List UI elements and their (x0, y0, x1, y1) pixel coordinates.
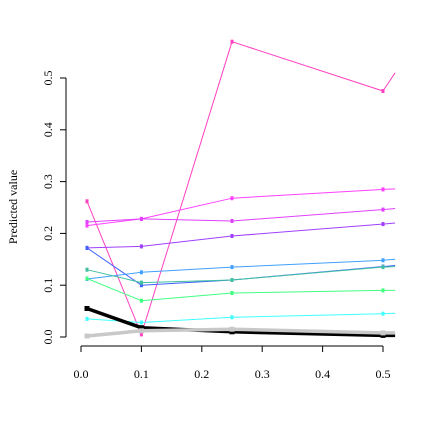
series-0-point-0 (85, 199, 89, 204)
series-0-point-1 (139, 332, 143, 337)
x-tick-label: 0.0 (74, 367, 89, 381)
series-1-point-3 (381, 187, 385, 192)
series-9-point-1 (138, 325, 144, 331)
series-6-point-2 (230, 278, 234, 282)
y-tick-label: 0.2 (41, 226, 55, 241)
y-axis-title: Predicted value (6, 170, 20, 244)
y-tick-label: 0.3 (41, 174, 55, 189)
series-6-point-0 (85, 267, 89, 272)
series-2-point-3 (381, 207, 385, 212)
series-6-point-1 (139, 280, 143, 285)
series-5-point-2 (230, 265, 234, 270)
x-axis: 0.0 0.1 0.2 0.3 0.4 0.5 (74, 345, 391, 381)
series-8-point-2 (230, 315, 234, 320)
series-8-point-0 (85, 316, 89, 321)
series-9-point-2 (229, 329, 235, 335)
series-10-point-0 (84, 333, 90, 339)
series-4-point-1 (139, 283, 143, 288)
x-tick-label: 0.3 (255, 367, 270, 381)
chart-marks (84, 39, 396, 339)
series-7-point-0 (85, 276, 89, 281)
series-8-point-3 (381, 311, 385, 316)
series-3-point-2 (230, 234, 234, 238)
series-4-point-0 (85, 245, 89, 250)
series-line-3 (86, 222, 396, 249)
y-tick-label: 0.0 (41, 330, 55, 345)
series-5-point-3 (381, 258, 385, 263)
y-tick-label: 0.4 (41, 122, 55, 137)
series-3-point-1 (139, 244, 143, 249)
series-2-point-0 (85, 220, 89, 224)
series-2-point-1 (139, 216, 143, 221)
x-tick-label: 0.2 (194, 367, 209, 381)
series-line-6 (86, 266, 396, 284)
series-7-point-2 (230, 291, 234, 295)
series-7-point-1 (139, 298, 143, 303)
series-0-point-2 (230, 39, 234, 44)
series-0-point-3 (381, 89, 385, 93)
x-tick-label: 0.5 (376, 367, 391, 381)
series-7-point-3 (381, 288, 385, 293)
y-tick-label: 0.1 (41, 278, 55, 293)
series-10-point-2 (229, 326, 235, 332)
series-10-point-1 (138, 328, 144, 334)
series-3-point-3 (381, 222, 385, 227)
series-5-point-1 (139, 270, 143, 275)
y-axis: 0.0 0.1 0.2 0.3 0.4 0.5 (41, 71, 67, 345)
series-10-point-3 (380, 330, 386, 336)
series-6-point-3 (381, 265, 385, 270)
x-tick-label: 0.1 (134, 367, 149, 381)
x-tick-label: 0.4 (315, 367, 330, 381)
series-line-7 (86, 278, 396, 302)
series-8-point-1 (139, 320, 143, 325)
series-9-point-0 (84, 306, 90, 311)
series-1-point-2 (230, 196, 234, 201)
series-1-point-0 (85, 223, 89, 228)
series-2-point-2 (230, 219, 234, 223)
y-tick-label: 0.5 (41, 71, 55, 86)
